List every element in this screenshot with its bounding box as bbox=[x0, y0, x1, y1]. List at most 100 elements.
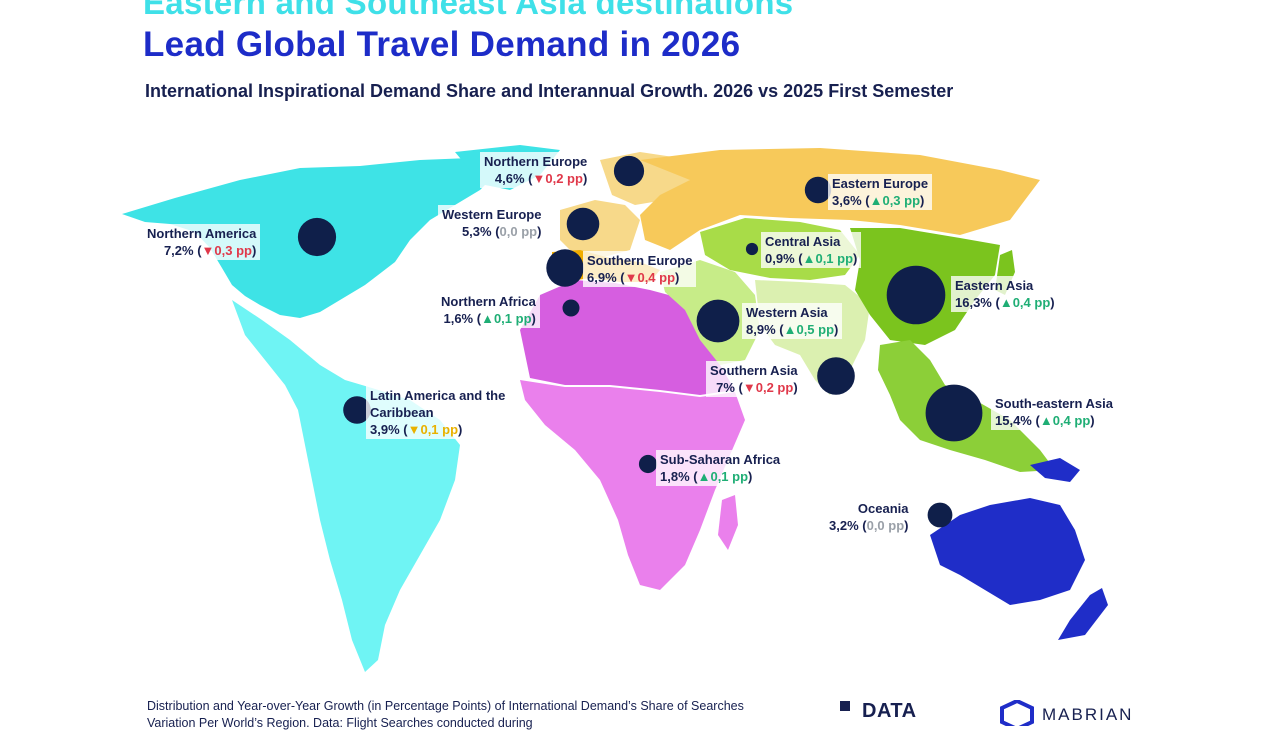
bubble-southern-europe bbox=[546, 249, 584, 287]
label-latin-america: Latin America and the Caribbean 3,9% (▼0… bbox=[366, 386, 520, 439]
region-share: 3,2% bbox=[829, 518, 859, 533]
label-southern-europe: Southern Europe 6,9% (▼0,4 pp) bbox=[583, 251, 697, 287]
region-name: Eastern Europe bbox=[832, 176, 929, 191]
region-change: 0,4 pp bbox=[637, 270, 676, 285]
trend-arrow: ▲ bbox=[783, 322, 797, 337]
region-new-guinea bbox=[1030, 458, 1080, 482]
bubble-south-eastern-asia bbox=[925, 384, 983, 442]
region-share: 3,6% bbox=[832, 193, 862, 208]
bubble-northern-europe bbox=[613, 155, 645, 187]
label-eastern-asia: Eastern Asia 16,3% (▲0,4 pp) bbox=[951, 276, 1059, 312]
trend-arrow: ▲ bbox=[802, 251, 816, 266]
region-oceania bbox=[930, 498, 1085, 605]
bubble-central-asia bbox=[745, 242, 759, 256]
label-oceania: Oceania 3,2% (0,0 pp) bbox=[825, 499, 913, 535]
label-northern-africa: Northern Africa 1,6% (▲0,1 pp) bbox=[437, 292, 540, 328]
data-logo-text: DATA bbox=[862, 700, 917, 722]
trend-arrow: ▲ bbox=[697, 469, 711, 484]
region-change: 0,1 pp bbox=[420, 422, 459, 437]
bubble-oceania bbox=[927, 502, 953, 528]
bubble-northern-africa bbox=[562, 299, 580, 317]
trend-arrow: ▲ bbox=[1039, 413, 1053, 428]
bubble-sub-saharan-africa bbox=[638, 454, 658, 474]
region-change: 0,4 pp bbox=[1052, 413, 1091, 428]
square-icon bbox=[840, 701, 850, 711]
data-logo: DATA bbox=[840, 700, 917, 723]
bubble-eastern-europe bbox=[804, 176, 832, 204]
trend-arrow: ▼ bbox=[532, 171, 546, 186]
label-sub-saharan-africa: Sub-Saharan Africa 1,8% (▲0,1 pp) bbox=[656, 450, 785, 486]
region-share: 5,3% bbox=[461, 224, 492, 239]
trend-arrow: ▼ bbox=[624, 270, 638, 285]
label-southern-asia: Southern Asia 7% (▼0,2 pp) bbox=[706, 361, 802, 397]
footer-note: Distribution and Year-over-Year Growth (… bbox=[147, 699, 744, 730]
bubble-northern-america bbox=[297, 217, 337, 257]
label-eastern-europe: Eastern Europe 3,6% (▲0,3 pp) bbox=[828, 174, 933, 210]
region-change: 0,2 pp bbox=[545, 171, 583, 186]
region-share: 1,6% bbox=[443, 311, 474, 326]
region-madagascar bbox=[718, 495, 738, 550]
trend-arrow: ▲ bbox=[481, 311, 494, 326]
region-change: 0,3 pp bbox=[882, 193, 921, 208]
mabrian-logo-text: MABRIAN bbox=[1042, 705, 1134, 724]
region-change: 0,4 pp bbox=[1012, 295, 1051, 310]
bubble-eastern-asia bbox=[886, 265, 946, 325]
region-share: 1,8% bbox=[660, 469, 690, 484]
region-share: 3,9% bbox=[370, 422, 400, 437]
hexagon-icon bbox=[1000, 700, 1034, 726]
label-northern-europe: Northern Europe 4,6% (▼0,2 pp) bbox=[480, 152, 592, 188]
region-share: 6,9% bbox=[587, 270, 617, 285]
region-new-zealand bbox=[1058, 588, 1108, 640]
label-western-europe: Western Europe 5,3% (0,0 pp) bbox=[438, 205, 546, 241]
region-name: Northern America bbox=[147, 226, 257, 241]
region-share: 8,9% bbox=[746, 322, 776, 337]
label-western-asia: Western Asia 8,9% (▲0,5 pp) bbox=[742, 303, 843, 339]
region-name: Northern Africa bbox=[441, 294, 536, 309]
region-name: Southern Europe bbox=[587, 253, 693, 268]
title-line-2: Lead Global Travel Demand in 2026 bbox=[143, 25, 741, 64]
region-name: Western Asia bbox=[746, 305, 828, 320]
bubble-western-europe bbox=[566, 207, 600, 241]
region-change: 0,0 pp bbox=[499, 224, 538, 239]
region-name: Oceania bbox=[857, 501, 909, 516]
region-change: 0,3 pp bbox=[214, 243, 252, 258]
mabrian-logo: MABRIAN bbox=[1000, 700, 1133, 726]
region-change: 0,1 pp bbox=[710, 469, 749, 484]
region-name: Sub-Saharan Africa bbox=[660, 452, 781, 467]
region-name: Latin America and the Caribbean bbox=[370, 388, 506, 420]
region-name: Northern Europe bbox=[484, 154, 588, 169]
region-name: Southern Asia bbox=[710, 363, 798, 378]
region-share: 15,4% bbox=[995, 413, 1032, 428]
trend-arrow: ▲ bbox=[869, 193, 883, 208]
region-share: 16,3% bbox=[955, 295, 992, 310]
region-share: 7,2% bbox=[163, 243, 194, 258]
bubble-western-asia bbox=[696, 299, 740, 343]
subtitle: International Inspirational Demand Share… bbox=[145, 81, 954, 101]
region-change: 0,0 pp bbox=[866, 518, 905, 533]
region-change: 0,1 pp bbox=[493, 311, 532, 326]
region-name: South-eastern Asia bbox=[995, 396, 1113, 411]
label-south-eastern-asia: South-eastern Asia 15,4% (▲0,4 pp) bbox=[991, 394, 1117, 430]
trend-arrow: ▼ bbox=[407, 422, 421, 437]
region-share: 4,6% bbox=[494, 171, 525, 186]
region-latin-america bbox=[232, 300, 460, 672]
trend-arrow: ▼ bbox=[742, 380, 756, 395]
trend-arrow: ▲ bbox=[999, 295, 1013, 310]
region-name: Western Europe bbox=[442, 207, 542, 222]
region-name: Central Asia bbox=[765, 234, 841, 249]
trend-arrow: ▼ bbox=[201, 243, 215, 258]
region-change: 0,5 pp bbox=[796, 322, 835, 337]
region-share: 0,9% bbox=[765, 251, 795, 266]
bubble-southern-asia bbox=[817, 357, 855, 395]
title-line-1: Eastern and Southeast Asia destinations bbox=[143, 0, 794, 21]
bubble-layer bbox=[297, 155, 983, 528]
region-change: 0,1 pp bbox=[815, 251, 854, 266]
region-change: 0,2 pp bbox=[755, 380, 794, 395]
region-share: 7% bbox=[716, 380, 735, 395]
bubble-latin-america-and-the-caribbean bbox=[343, 396, 371, 424]
label-central-asia: Central Asia 0,9% (▲0,1 pp) bbox=[761, 232, 862, 268]
region-sub-saharan-africa bbox=[520, 380, 745, 590]
label-northern-america: Northern America 7,2% (▼0,3 pp) bbox=[143, 224, 261, 260]
region-name: Eastern Asia bbox=[955, 278, 1034, 293]
